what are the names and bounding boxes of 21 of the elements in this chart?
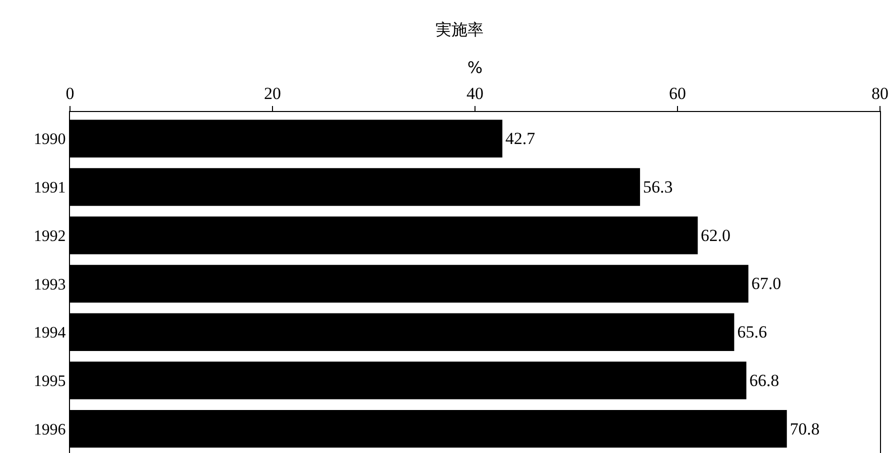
y-tick-label: 1990 xyxy=(34,131,66,148)
x-tick-label: 40 xyxy=(466,84,484,104)
y-tick-label: 1992 xyxy=(34,228,66,245)
data-label: 56.3 xyxy=(643,177,673,196)
data-label: 70.8 xyxy=(790,419,820,438)
chart-title: 実施率 xyxy=(435,20,484,39)
x-tick-label: 20 xyxy=(264,84,281,104)
x-tick-label: 0 xyxy=(66,84,74,104)
x-tick-label: 80 xyxy=(872,84,888,104)
data-label: 62.0 xyxy=(700,226,730,245)
y-tick-label: 1993 xyxy=(34,276,66,294)
data-label: 66.8 xyxy=(749,370,780,390)
data-label: 67.0 xyxy=(751,274,782,294)
y-tick-label: 1996 xyxy=(34,421,66,438)
y-tick-label: 1994 xyxy=(34,324,66,342)
x-axis-title: % xyxy=(467,58,483,78)
data-label: 65.6 xyxy=(737,322,767,342)
data-label: 42.7 xyxy=(505,129,536,148)
y-tick-label: 1991 xyxy=(34,180,66,197)
y-tick-label: 1995 xyxy=(34,373,66,390)
x-tick-label: 60 xyxy=(669,84,686,104)
